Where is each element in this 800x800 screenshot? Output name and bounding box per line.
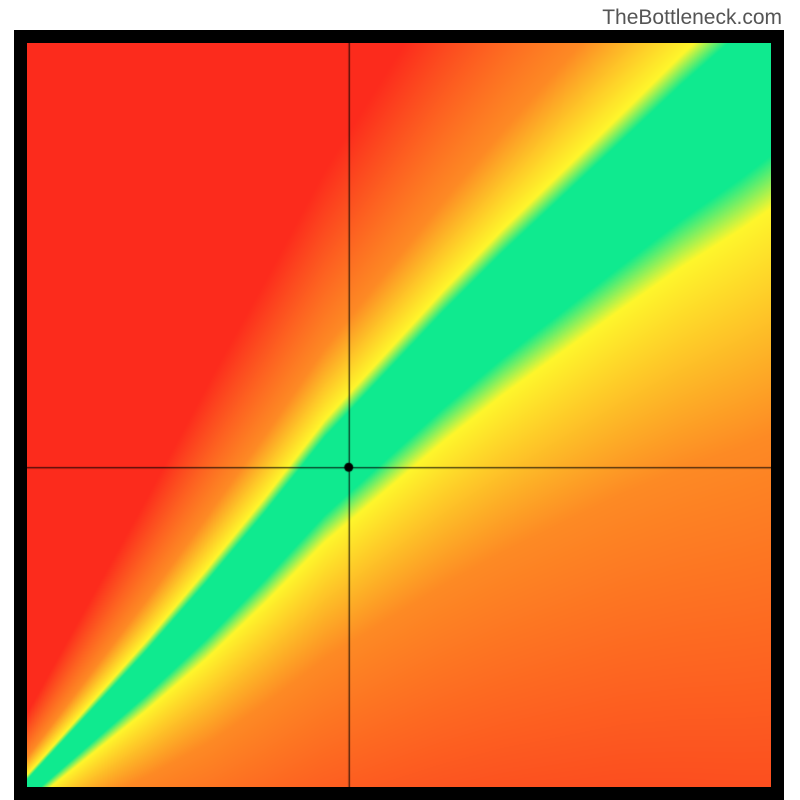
crosshair-overlay <box>27 43 771 787</box>
chart-container: TheBottleneck.com <box>0 0 800 800</box>
watermark-text: TheBottleneck.com <box>602 6 782 30</box>
plot-frame <box>14 30 784 800</box>
